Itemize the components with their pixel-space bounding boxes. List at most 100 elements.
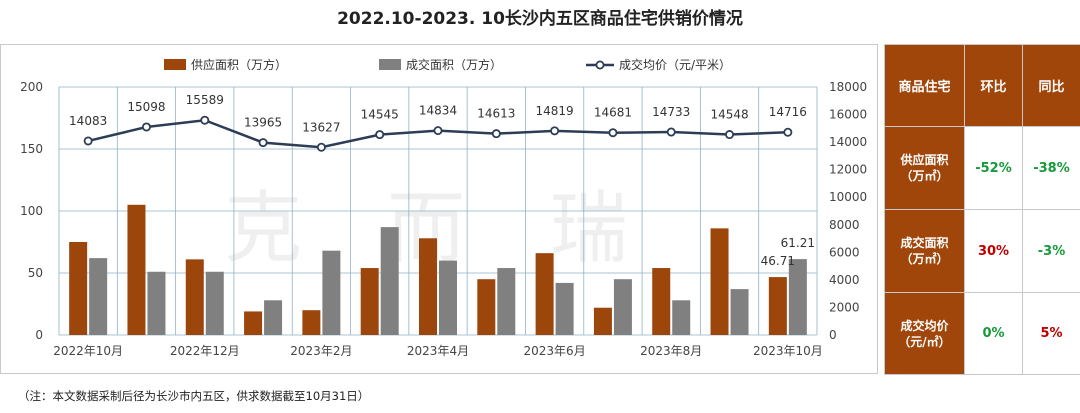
bar-deal (205, 271, 224, 335)
bar-supply (127, 204, 146, 335)
bar-value-label: 46.71 (761, 254, 795, 268)
bar-deal (264, 300, 283, 335)
bar-deal (322, 250, 341, 335)
x-tick-label: 2023年8月 (640, 344, 702, 358)
y-right-tick-label: 14000 (829, 135, 867, 149)
price-label: 14083 (69, 114, 107, 128)
bar-value-label: 61.21 (781, 236, 815, 250)
x-tick-label: 2022年10月 (53, 344, 123, 358)
row-label: 供应面积 （万㎡） (884, 126, 965, 210)
legend-marker-price (595, 60, 605, 70)
price-marker (433, 126, 443, 136)
bar-deal (730, 289, 749, 335)
price-label: 15098 (127, 100, 165, 114)
bar-supply (652, 268, 671, 335)
bar-deal (89, 258, 108, 335)
y-left-tick-label: 100 (20, 204, 43, 218)
legend-label-supply: 供应面积（万方） (191, 57, 287, 72)
bar-deal (439, 260, 457, 335)
row-yoy: -38% (1022, 126, 1080, 210)
bar-deal (380, 227, 399, 335)
y-right-tick-label: 12000 (829, 163, 867, 177)
row-label: 成交面积 （万㎡） (884, 209, 965, 293)
bar-supply (360, 268, 379, 335)
legend-swatch-supply (164, 59, 186, 70)
legend-label-deal: 成交面积（万方） (406, 57, 502, 72)
price-marker (491, 129, 501, 139)
header-mom: 环比 (964, 44, 1023, 127)
y-right-tick-label: 18000 (829, 80, 867, 94)
x-tick-label: 2023年6月 (524, 344, 586, 358)
bar-deal (555, 282, 574, 335)
watermark: 克 而 瑞 (224, 184, 658, 274)
price-marker (666, 127, 676, 137)
row-mom: -52% (964, 126, 1023, 210)
header-yoy: 同比 (1022, 44, 1080, 127)
bar-deal (672, 300, 691, 335)
change-table: 商品住宅 环比 同比 供应面积 （万㎡） -52% -38% 成交面积 （万㎡） 3… (884, 44, 1080, 375)
y-left-tick-label: 50 (28, 266, 43, 280)
x-tick-label: 2023年4月 (407, 344, 469, 358)
legend: 供应面积（万方） 成交面积（万方） 成交均价（元/平米） (164, 57, 731, 72)
price-marker (83, 136, 93, 146)
header-type: 商品住宅 (884, 44, 965, 127)
y-right-tick-label: 2000 (829, 300, 860, 314)
row-yoy: 5% (1022, 292, 1080, 375)
x-tick-label: 2023年10月 (753, 344, 823, 358)
legend-label-price: 成交均价（元/平米） (619, 57, 731, 72)
y-left-tick-label: 0 (35, 328, 43, 342)
grid (58, 86, 818, 336)
chart-panel: 克 而 瑞 供应面积（万方） 成交面积（万方） 成交均价（元/平米） 14083 15… (0, 44, 878, 374)
bar-deal (147, 271, 166, 335)
price-label: 14613 (477, 107, 515, 121)
row-mom: 30% (964, 209, 1023, 293)
price-label: 13965 (244, 116, 282, 130)
watermark-text: 克 而 瑞 (224, 184, 658, 274)
y-left-tick-label: 200 (20, 80, 43, 94)
y-right-tick-label: 16000 (829, 108, 867, 122)
price-marker (200, 115, 210, 125)
price-label: 14548 (710, 108, 748, 122)
price-label: 15589 (186, 93, 224, 107)
axes: 0501001502000200040006000800010000120001… (20, 80, 867, 358)
y-right-tick-label: 6000 (829, 245, 860, 259)
price-label: 14545 (361, 108, 399, 122)
y-right-tick-label: 4000 (829, 273, 860, 287)
bar-supply (244, 311, 263, 335)
table-row: 成交均价 （元/㎡） 0% 5% (884, 292, 1080, 375)
price-marker (258, 138, 268, 148)
row-yoy: -3% (1022, 209, 1080, 293)
x-tick-label: 2023年2月 (290, 344, 352, 358)
bar-supply (419, 238, 437, 335)
price-label: 14681 (594, 106, 632, 120)
table-row: 成交面积 （万㎡） 30% -3% (884, 209, 1080, 293)
price-marker (783, 127, 793, 137)
bars (69, 204, 807, 335)
price-marker (725, 130, 735, 140)
combo-chart: 克 而 瑞 供应面积（万方） 成交面积（万方） 成交均价（元/平米） 14083 15… (20, 57, 867, 358)
bar-supply (69, 242, 88, 335)
bar-supply (477, 279, 496, 335)
price-marker (141, 122, 151, 132)
bar-deal (788, 259, 807, 335)
table-row: 供应面积 （万㎡） -52% -38% (884, 126, 1080, 210)
y-right-tick-label: 0 (829, 328, 837, 342)
price-label: 14733 (652, 105, 690, 119)
price-label: 14716 (769, 105, 807, 119)
row-label: 成交均价 （元/㎡） (884, 292, 965, 375)
page-title: 2022.10-2023. 10长沙内五区商品住宅供销价情况 (337, 9, 743, 29)
bar-deal (497, 268, 516, 335)
table-header-row: 商品住宅 环比 同比 (884, 44, 1080, 127)
price-marker (550, 126, 560, 136)
y-left-tick-label: 150 (20, 142, 43, 156)
price-marker (608, 128, 618, 138)
y-right-tick-label: 10000 (829, 190, 867, 204)
legend-swatch-deal (379, 59, 401, 70)
bar-supply (593, 307, 612, 335)
y-right-tick-label: 8000 (829, 218, 860, 232)
bar-supply (185, 259, 204, 335)
price-line (83, 115, 793, 152)
x-tick-label: 2022年12月 (170, 344, 240, 358)
bar-deal (613, 279, 632, 335)
price-label: 13627 (302, 120, 340, 134)
